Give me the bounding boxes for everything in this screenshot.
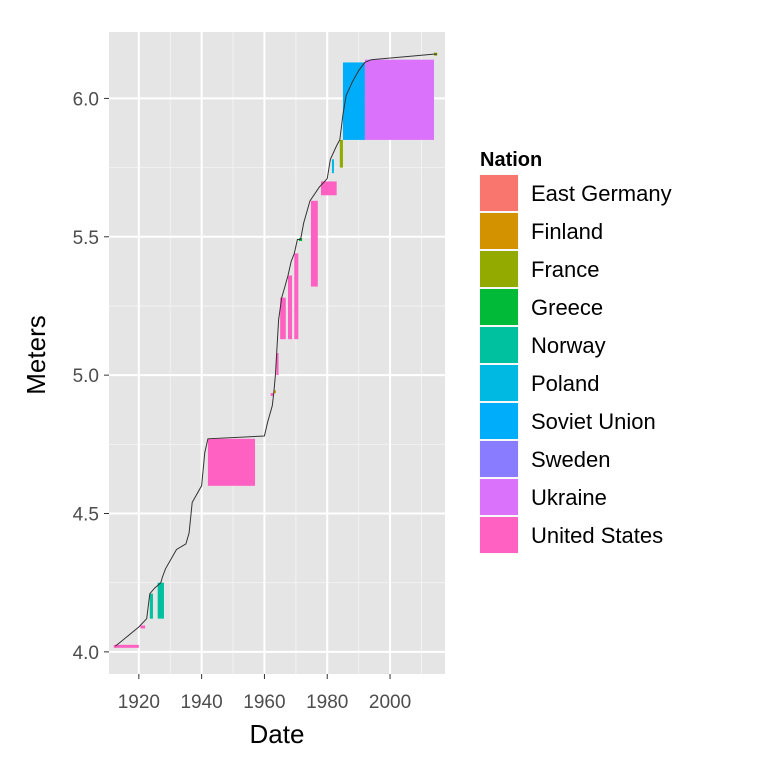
bar-united-states bbox=[310, 200, 318, 287]
legend-label: Finland bbox=[531, 219, 603, 244]
y-axis-title: Meters bbox=[21, 315, 51, 394]
legend-key-swatch bbox=[480, 251, 518, 287]
bar-norway bbox=[157, 582, 164, 619]
bar-united-states bbox=[113, 644, 139, 648]
x-axis-ticks: 1920 1940 1960 1980 2000 bbox=[118, 674, 411, 713]
y-tick-label: 6.0 bbox=[73, 89, 99, 110]
bar-united-states bbox=[207, 438, 256, 486]
legend-key-swatch bbox=[480, 517, 518, 553]
bar-norway bbox=[149, 593, 153, 619]
legend-label: Ukraine bbox=[531, 485, 607, 510]
bar-united-states bbox=[320, 181, 337, 196]
bar-soviet-union bbox=[342, 62, 365, 140]
bar-united-states bbox=[140, 625, 146, 629]
legend: Nation East Germany Finland France Greece No… bbox=[478, 149, 672, 555]
legend-key-swatch bbox=[480, 441, 518, 477]
y-tick-label: 5.5 bbox=[73, 228, 99, 249]
x-tick-label: 1980 bbox=[306, 692, 348, 713]
legend-key-swatch bbox=[480, 327, 518, 363]
legend-label: Norway bbox=[531, 333, 606, 358]
bar-united-states bbox=[280, 297, 286, 340]
legend-label: Soviet Union bbox=[531, 409, 656, 434]
y-tick-label: 5.0 bbox=[73, 366, 99, 387]
x-tick-label: 1940 bbox=[180, 692, 222, 713]
x-tick-label: 2000 bbox=[369, 692, 411, 713]
x-tick-label: 1920 bbox=[118, 692, 160, 713]
bar-united-states bbox=[294, 253, 299, 340]
bar-poland bbox=[331, 159, 334, 174]
bar-france bbox=[339, 139, 343, 168]
y-axis-ticks: 4.0 4.5 5.0 5.5 6.0 bbox=[73, 89, 109, 664]
bar-united-states bbox=[287, 275, 293, 340]
legend-key-swatch bbox=[480, 403, 518, 439]
legend-key-swatch bbox=[480, 365, 518, 401]
legend-label: Poland bbox=[531, 371, 600, 396]
data-marks bbox=[113, 52, 438, 648]
legend-label: East Germany bbox=[531, 181, 672, 206]
legend-key-swatch bbox=[480, 479, 518, 515]
bar-united-states bbox=[276, 353, 279, 376]
legend-key-swatch bbox=[480, 213, 518, 249]
y-tick-label: 4.5 bbox=[73, 505, 99, 526]
x-axis-title: Date bbox=[250, 719, 305, 749]
legend-label: United States bbox=[531, 523, 663, 548]
legend-label: Sweden bbox=[531, 447, 611, 472]
x-tick-label: 1960 bbox=[243, 692, 285, 713]
record-line bbox=[114, 53, 438, 647]
bar-finland bbox=[273, 390, 276, 394]
legend-items: East Germany Finland France Greece Norway Pol… bbox=[478, 173, 672, 555]
legend-title: Nation bbox=[480, 149, 542, 171]
y-tick-label: 4.0 bbox=[73, 643, 99, 664]
legend-key-swatch bbox=[480, 289, 518, 325]
bar-ukraine bbox=[364, 59, 435, 140]
bar-united-states bbox=[270, 393, 274, 397]
legend-label: Greece bbox=[531, 295, 603, 320]
legend-key-swatch bbox=[480, 175, 518, 211]
legend-label: France bbox=[531, 257, 599, 282]
